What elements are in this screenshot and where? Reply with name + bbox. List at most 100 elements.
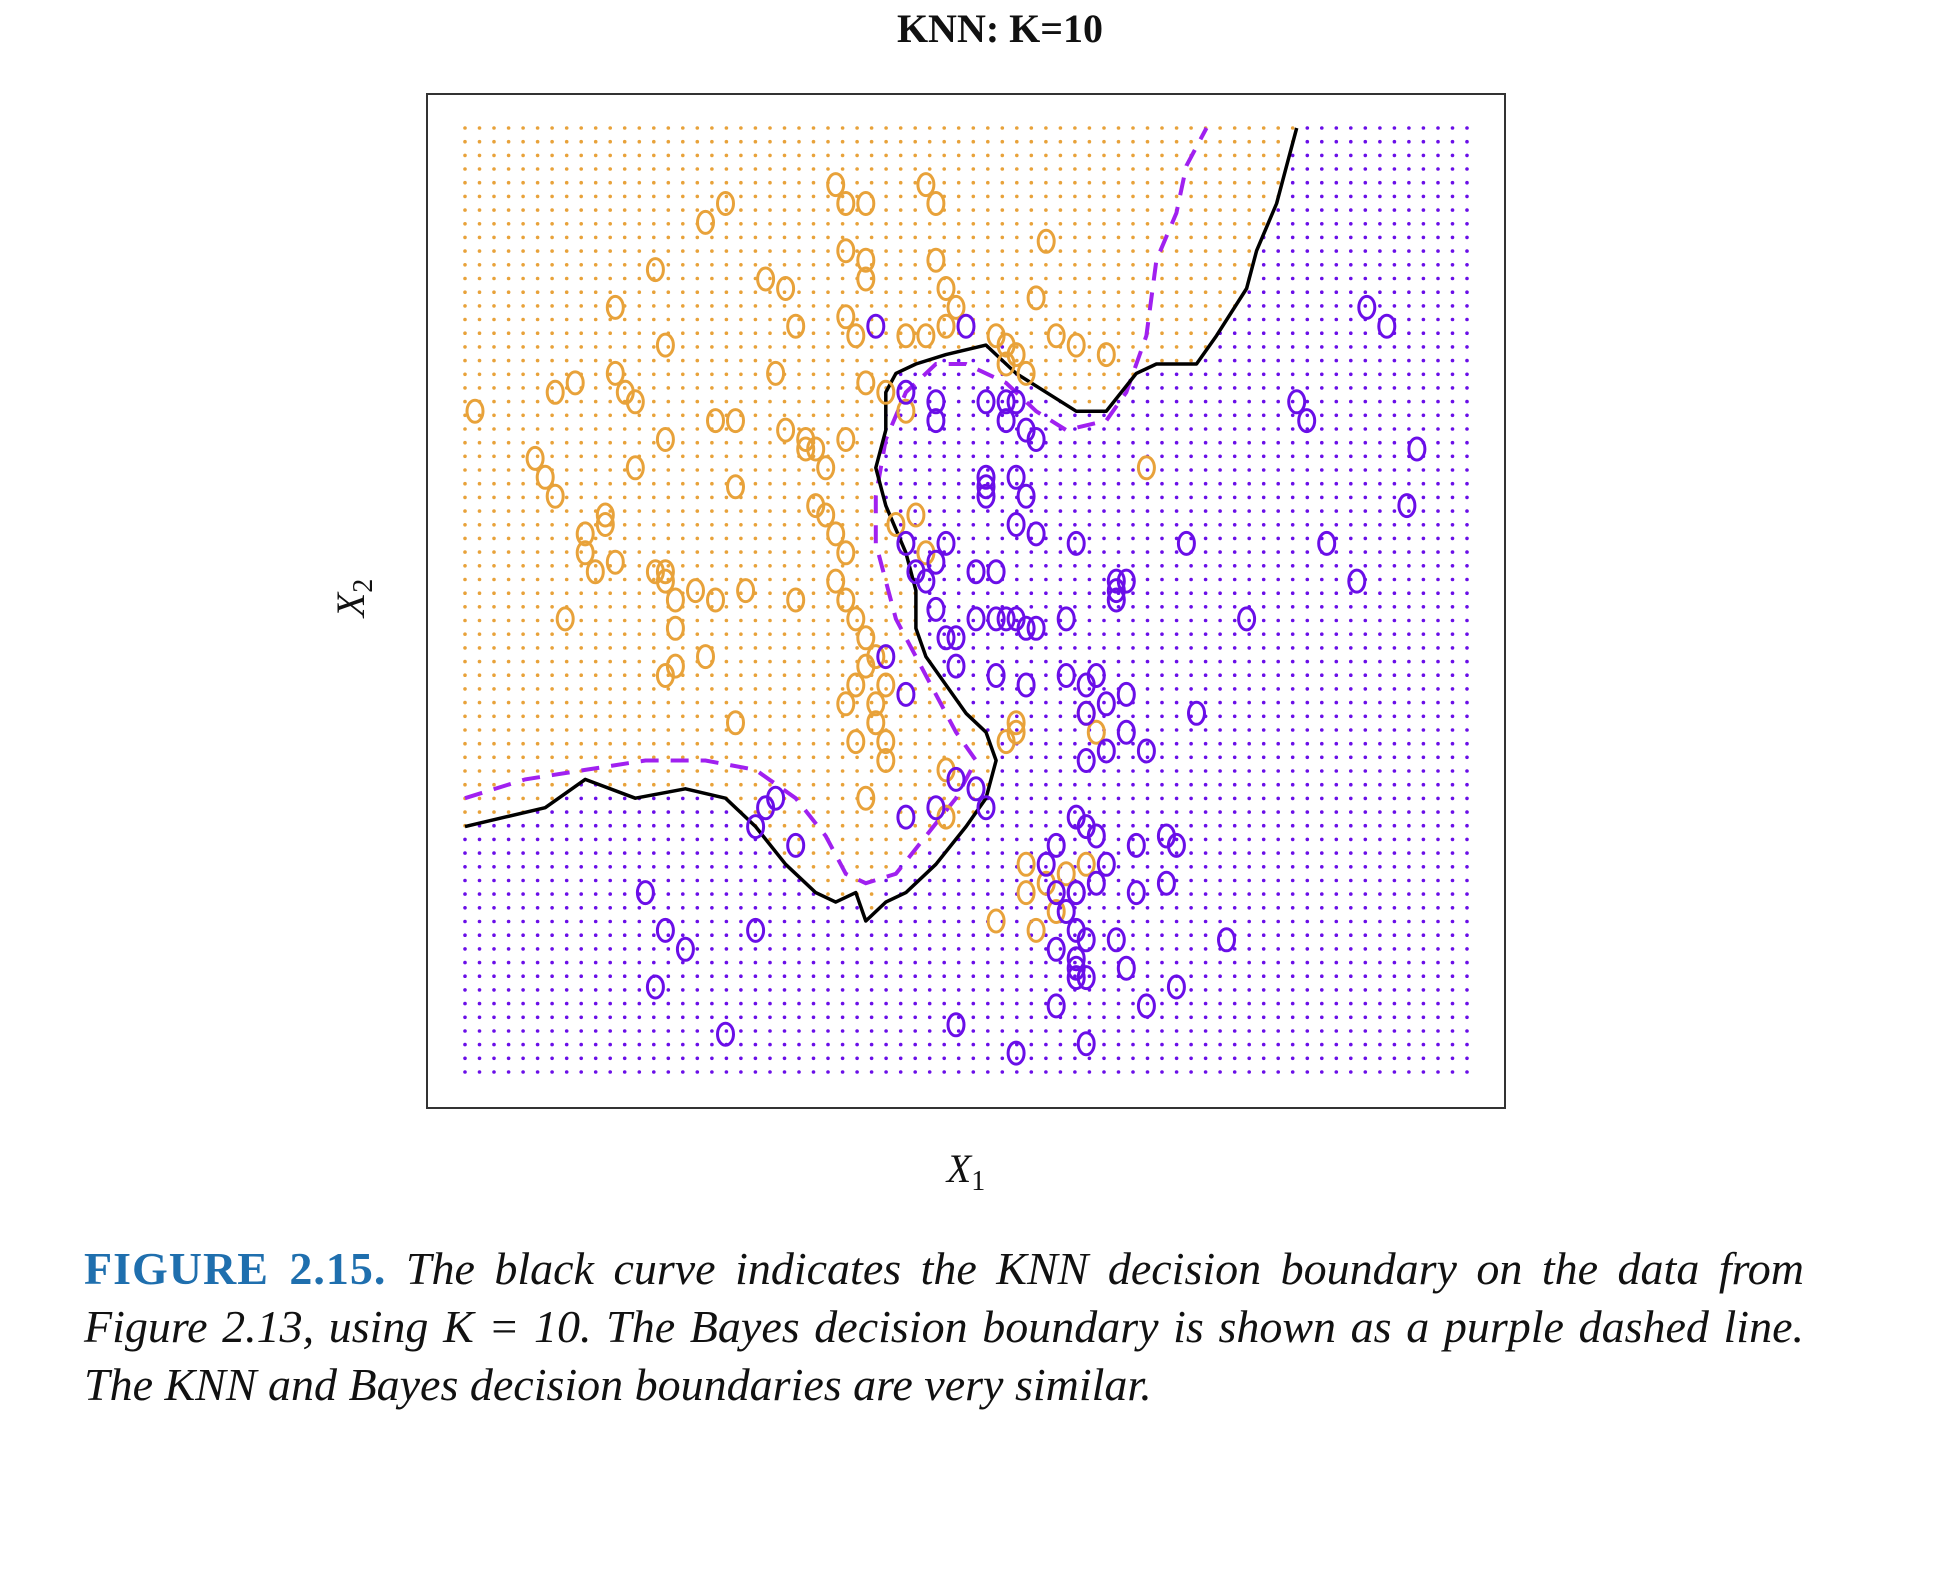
grid-dot [652,865,656,869]
grid-dot [1334,550,1339,554]
grid-dot [506,399,511,404]
grid-dot [1378,235,1382,240]
grid-dot [768,495,772,500]
grid-dot [724,1070,729,1074]
grid-dot [1232,796,1237,801]
grid-dot [1320,851,1324,855]
grid-dot [710,1042,714,1047]
grid-dot [521,550,525,554]
grid-dot [956,440,961,445]
grid-dot [1087,564,1092,568]
grid-dot [1247,222,1251,226]
grid-dot [1116,741,1121,746]
grid-dot [1290,276,1295,281]
grid-dot [695,358,700,363]
grid-dot [1465,454,1469,459]
grid-dot [463,632,467,636]
grid-dot [579,892,583,896]
grid-dot [1407,865,1411,869]
grid-dot [956,139,961,144]
grid-dot [477,919,482,924]
grid-dot [1058,823,1063,828]
grid-dot [1465,413,1469,418]
grid-dot [797,386,801,390]
grid-dot [855,358,859,363]
grid-dot [622,947,627,951]
orange-point [585,559,605,585]
grid-dot [826,427,830,431]
grid-dot [753,632,758,636]
grid-dot [1436,577,1440,582]
grid-dot [884,180,888,185]
grid-dot [1218,755,1222,760]
grid-dot [1247,481,1251,486]
grid-dot [1392,1042,1397,1047]
grid-dot [681,878,685,883]
grid-dot [1290,632,1295,636]
grid-dot [695,468,700,472]
grid-dot [1363,1070,1368,1074]
grid-dot [1276,591,1280,595]
grid-dot [753,1029,758,1033]
grid-dot [1290,1070,1295,1074]
grid-dot [492,372,496,377]
grid-dot [1174,290,1179,295]
grid-dot [724,139,729,144]
grid-dot [1189,974,1193,978]
grid-dot [1247,1056,1251,1061]
grid-dot [593,700,598,705]
grid-dot [1087,358,1092,363]
grid-dot [622,974,627,978]
grid-dot [1087,687,1092,691]
grid-dot [593,851,598,855]
grid-dot [797,769,801,773]
grid-dot [986,837,990,842]
grid-dot [942,235,946,240]
grid-dot [956,878,961,883]
grid-dot [1305,304,1310,308]
grid-dot [579,468,583,472]
grid-dot [1334,782,1339,787]
grid-dot [840,974,845,978]
grid-dot [1203,755,1208,760]
grid-dot [1465,194,1469,199]
grid-dot [1015,536,1019,541]
grid-dot [768,358,772,363]
grid-dot [811,988,816,992]
grid-dot [521,345,525,349]
grid-dot [724,440,729,445]
grid-dot [1131,782,1135,787]
grid-dot [1087,331,1092,336]
grid-dot [593,194,598,199]
grid-dot [1058,796,1063,801]
grid-dot [564,947,569,951]
grid-dot [608,810,612,814]
grid-dot [855,550,859,554]
grid-dot [1436,1056,1440,1061]
grid-dot [797,646,801,650]
grid-dot [1029,180,1034,185]
grid-dot [681,139,685,144]
grid-dot [1421,947,1426,951]
grid-dot [956,263,961,267]
grid-dot [753,865,758,869]
grid-dot [1058,523,1063,527]
grid-dot [1407,837,1411,842]
grid-dot [1436,646,1440,650]
grid-dot [1029,646,1034,650]
grid-dot [1421,1070,1426,1074]
grid-dot [782,139,787,144]
grid-dot [1305,386,1310,390]
grid-dot [1247,167,1251,171]
grid-dot [927,1029,932,1033]
grid-dot [1116,263,1121,267]
grid-dot [913,755,917,760]
grid-dot [1378,523,1382,527]
grid-dot [1116,919,1121,924]
grid-dot [1450,139,1455,144]
grid-dot [1073,399,1077,404]
grid-dot [753,618,758,623]
grid-dot [942,933,946,937]
grid-dot [492,536,496,541]
grid-dot [681,1056,685,1061]
